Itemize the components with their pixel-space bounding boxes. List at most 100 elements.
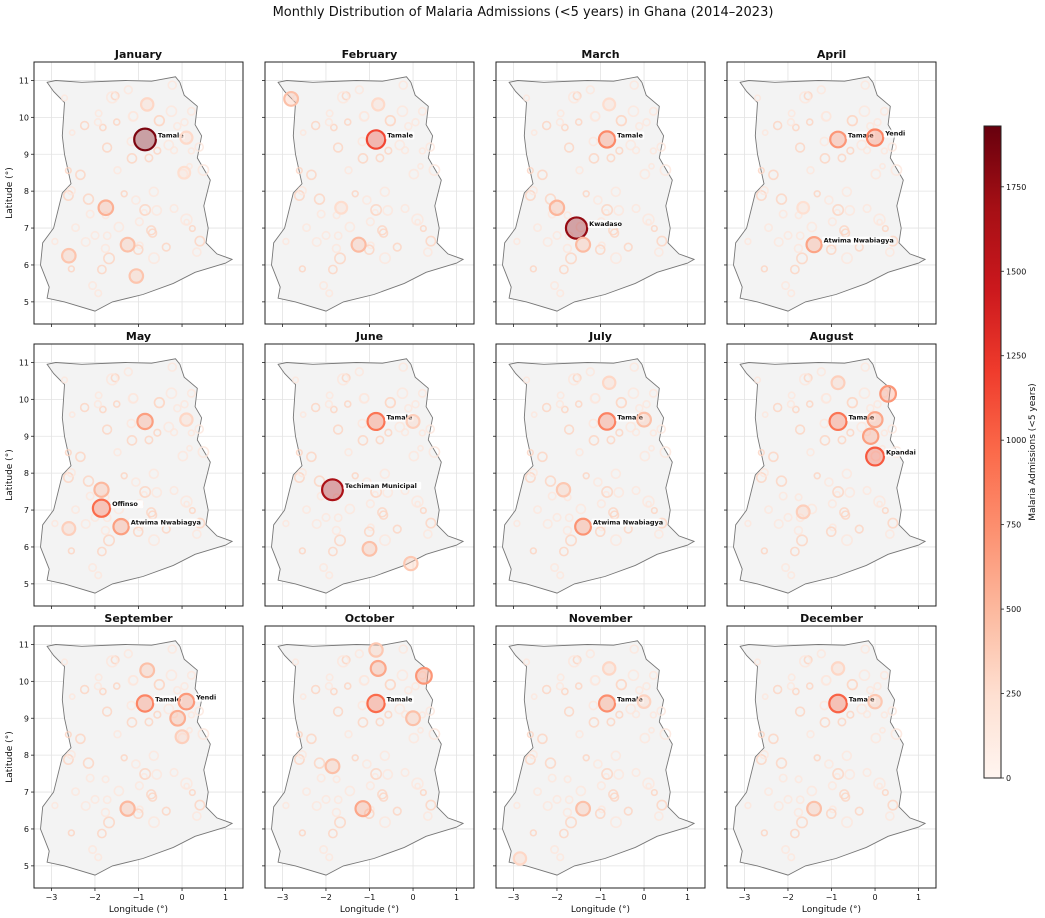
background-marker bbox=[656, 706, 667, 716]
data-point bbox=[865, 446, 886, 467]
x-tick-label: −1 bbox=[364, 893, 376, 902]
background-marker bbox=[180, 118, 189, 127]
colorbar-tick-label: 500 bbox=[1006, 605, 1021, 614]
background-marker bbox=[75, 169, 86, 181]
background-marker bbox=[325, 109, 334, 118]
background-marker bbox=[313, 193, 326, 205]
background-marker bbox=[796, 534, 809, 547]
background-marker bbox=[530, 411, 538, 419]
background-marker bbox=[522, 376, 531, 384]
data-point bbox=[829, 130, 847, 149]
background-marker bbox=[627, 105, 640, 118]
background-marker bbox=[93, 682, 103, 691]
x-tick-label: −1 bbox=[133, 893, 145, 902]
background-marker bbox=[653, 811, 664, 821]
data-point bbox=[597, 694, 617, 713]
x-tick-label: −3 bbox=[277, 893, 289, 902]
background-marker bbox=[113, 785, 125, 797]
background-marker bbox=[596, 499, 606, 509]
background-marker bbox=[768, 169, 779, 181]
background-marker bbox=[333, 231, 343, 241]
background-marker bbox=[331, 807, 342, 818]
background-marker bbox=[113, 730, 122, 739]
country-outline bbox=[40, 358, 234, 594]
background-marker bbox=[609, 792, 620, 802]
label-box bbox=[156, 131, 185, 140]
map-panel: Tamale February bbox=[262, 48, 475, 327]
panel-title: January bbox=[114, 48, 162, 61]
background-marker bbox=[837, 435, 847, 445]
background-marker bbox=[332, 706, 344, 717]
background-marker bbox=[64, 166, 72, 175]
background-marker bbox=[180, 682, 189, 691]
background-marker bbox=[51, 801, 59, 810]
background-marker bbox=[524, 190, 536, 202]
background-marker bbox=[396, 387, 409, 400]
background-marker bbox=[792, 405, 800, 414]
point-label: Tamale bbox=[158, 131, 184, 139]
background-marker bbox=[563, 775, 572, 784]
background-marker bbox=[425, 517, 437, 529]
background-marker bbox=[819, 153, 831, 164]
background-marker bbox=[75, 733, 86, 745]
map-panel: Tamale Yendi September 5 6 7 8 9 10 11 −3 −2 −1 0 1 Lat… bbox=[5, 612, 244, 915]
background-marker bbox=[144, 435, 154, 445]
background-marker bbox=[163, 703, 175, 715]
background-marker bbox=[530, 693, 538, 701]
background-marker bbox=[656, 235, 668, 247]
background-marker bbox=[357, 418, 368, 429]
background-marker bbox=[562, 525, 573, 536]
background-marker bbox=[555, 118, 565, 127]
data-point bbox=[830, 375, 846, 391]
background-marker bbox=[169, 428, 179, 437]
background-marker bbox=[422, 811, 433, 821]
background-marker bbox=[824, 477, 834, 487]
background-marker bbox=[153, 710, 162, 719]
background-marker bbox=[66, 185, 76, 196]
background-marker bbox=[625, 703, 637, 715]
background-marker bbox=[298, 547, 307, 555]
background-marker bbox=[582, 190, 590, 198]
background-marker bbox=[419, 506, 427, 515]
background-marker bbox=[795, 231, 805, 241]
background-marker bbox=[101, 424, 113, 435]
background-marker bbox=[319, 562, 329, 573]
background-marker bbox=[806, 503, 818, 515]
background-marker bbox=[321, 512, 331, 523]
background-marker bbox=[648, 670, 658, 680]
background-marker bbox=[85, 773, 95, 783]
background-marker bbox=[832, 204, 845, 216]
background-marker bbox=[123, 367, 134, 377]
background-marker bbox=[291, 376, 300, 384]
point-label: Yendi bbox=[884, 130, 905, 138]
data-point bbox=[368, 642, 384, 658]
background-marker bbox=[613, 487, 625, 498]
background-marker bbox=[825, 244, 837, 256]
background-marker bbox=[419, 224, 427, 233]
background-marker bbox=[759, 467, 769, 478]
background-marker bbox=[862, 203, 872, 214]
background-marker bbox=[649, 429, 658, 437]
point-label: Atwima Nwabiagya bbox=[824, 237, 894, 245]
background-marker bbox=[60, 376, 69, 384]
background-marker bbox=[642, 495, 655, 508]
background-marker bbox=[62, 754, 74, 766]
background-marker bbox=[311, 800, 322, 812]
background-marker bbox=[783, 230, 793, 241]
background-marker bbox=[642, 777, 655, 790]
label-box bbox=[129, 518, 199, 527]
background-marker bbox=[187, 147, 196, 155]
background-marker bbox=[574, 682, 583, 690]
y-tick-label: 9 bbox=[24, 714, 29, 723]
background-marker bbox=[650, 788, 658, 797]
x-tick-label: −3 bbox=[508, 893, 520, 902]
background-marker bbox=[297, 185, 307, 196]
background-marker bbox=[789, 828, 800, 839]
background-marker bbox=[293, 472, 305, 484]
background-marker bbox=[282, 519, 290, 528]
background-marker bbox=[866, 685, 875, 695]
map-panel: Tamale Yendi Atwima Nwabiagya April bbox=[724, 48, 937, 327]
background-marker bbox=[594, 526, 606, 538]
